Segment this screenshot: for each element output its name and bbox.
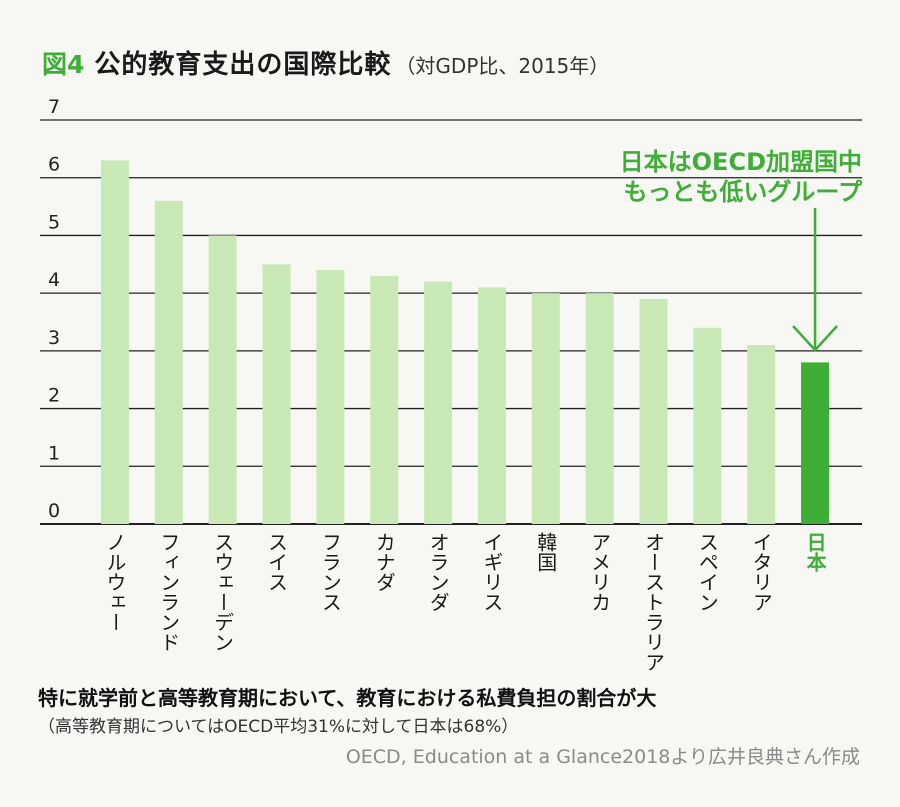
title-row: 図4 公的教育支出の国際比較 （対GDP比、2015年） xyxy=(42,44,609,81)
bar xyxy=(693,327,722,524)
footnote: 特に就学前と高等教育期において、教育における私費負担の割合が大 xyxy=(38,686,657,710)
bar xyxy=(316,270,345,524)
x-tick-label: スペイン xyxy=(695,532,719,612)
x-tick-label: イギリス xyxy=(480,532,504,612)
bar xyxy=(262,264,291,524)
y-tick-label: 1 xyxy=(48,442,60,464)
figure-number: 図4 xyxy=(42,50,85,79)
bar xyxy=(477,287,506,524)
source-credit: OECD, Education at a Glance2018より広井良典さん作… xyxy=(345,746,860,768)
bar xyxy=(370,275,399,524)
x-tick-label: 韓国 xyxy=(534,532,558,572)
bar xyxy=(639,298,668,524)
y-tick-label: 3 xyxy=(48,327,60,349)
bar-chart: 0 1 2 3 4 5 6 7 ノルウェー フィンランド スウェーデン スイス フランス カナダ オランダ イ… xyxy=(40,96,863,672)
x-tick-label: スウェーデン xyxy=(211,532,235,652)
x-tick-label: イタリア xyxy=(749,532,773,612)
bar xyxy=(424,281,453,524)
x-tick-label: オーストラリア xyxy=(642,532,666,672)
bar xyxy=(747,345,776,524)
x-tick-label: カナダ xyxy=(372,532,396,592)
y-tick-label: 0 xyxy=(48,500,60,522)
x-tick-label: オランダ xyxy=(426,532,450,612)
annotation-text: 日本はOECD加盟国中 xyxy=(620,148,862,176)
x-tick-label: フランス xyxy=(318,532,342,612)
chart-subtitle: （対GDP比、2015年） xyxy=(395,54,610,78)
x-tick-label: 日本 xyxy=(803,532,827,572)
y-tick-label: 5 xyxy=(48,211,60,233)
x-tick-label: アメリカ xyxy=(588,532,612,612)
chart-title: 公的教育支出の国際比較 xyxy=(94,50,392,80)
y-tick-label: 7 xyxy=(48,96,60,118)
bar xyxy=(208,235,237,524)
y-tick-label: 4 xyxy=(48,269,60,291)
x-tick-label: スイス xyxy=(265,532,289,592)
x-tick-label: ノルウェー xyxy=(103,532,127,632)
bar xyxy=(585,293,614,524)
y-tick-label: 6 xyxy=(48,154,60,176)
annotation-text: もっとも低いグループ xyxy=(623,178,863,206)
bar xyxy=(801,362,830,524)
y-tick-label: 2 xyxy=(48,385,60,407)
x-tick-label: フィンランド xyxy=(157,532,181,652)
bar xyxy=(100,160,129,524)
annotation-arrow-head xyxy=(792,325,838,352)
bar xyxy=(531,293,560,524)
footnote-detail: （高等教育期についてはOECD平均31%に対して日本は68%） xyxy=(38,717,519,737)
bar xyxy=(154,200,183,525)
